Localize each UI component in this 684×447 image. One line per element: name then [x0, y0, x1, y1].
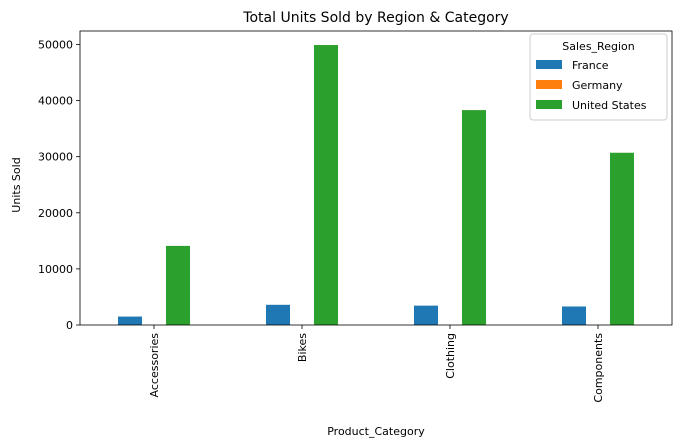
chart-title: Total Units Sold by Region & Category [242, 10, 508, 26]
bar [562, 306, 586, 325]
legend-swatch [536, 60, 562, 69]
x-tick-label: Components [592, 333, 605, 403]
y-tick-label: 40000 [38, 95, 73, 108]
y-tick-label: 0 [66, 319, 73, 332]
bar [462, 110, 486, 325]
legend-box [529, 33, 668, 121]
y-tick-label: 30000 [38, 151, 73, 164]
x-tick-label: Bikes [296, 333, 309, 362]
y-axis-label: Units Sold [10, 157, 23, 212]
legend-label: United States [572, 99, 647, 112]
y-tick-label: 50000 [38, 38, 73, 51]
y-tick-label: 10000 [38, 263, 73, 276]
x-tick-label: Clothing [444, 333, 457, 379]
x-axis-label: Product_Category [327, 425, 425, 438]
bar [118, 316, 142, 325]
y-tick-label: 20000 [38, 207, 73, 220]
bar [166, 245, 190, 325]
bar [314, 45, 338, 325]
bar [610, 152, 634, 325]
legend-label: France [572, 59, 609, 72]
legend-title: Sales_Region [562, 40, 634, 53]
bar [266, 304, 290, 325]
x-tick-label: Accessories [148, 333, 161, 398]
plot-frame [79, 30, 673, 326]
legend-swatch [536, 100, 562, 109]
legend-swatch [536, 80, 562, 89]
bar [414, 305, 438, 325]
legend-label: Germany [572, 79, 623, 92]
plot-area: 0 10000 20000 30000 40000 50000 Accessories Bik… [38, 30, 673, 403]
legend: Sales_Region France Germany United States [529, 33, 668, 121]
